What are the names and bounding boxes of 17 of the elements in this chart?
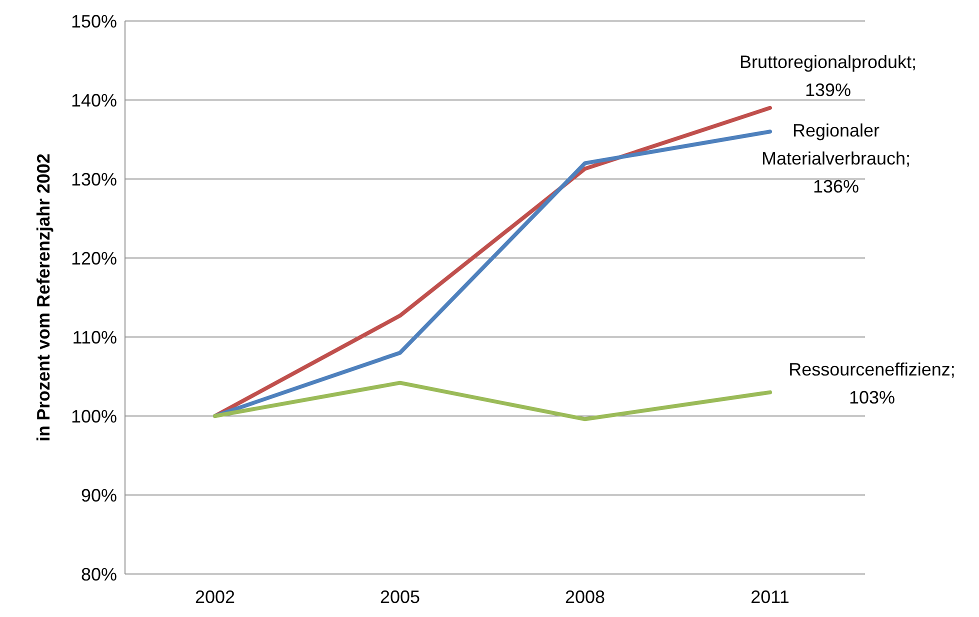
line-series xyxy=(213,380,772,422)
y-tick-label: 150% xyxy=(70,11,117,32)
y-tick-label: 80% xyxy=(80,564,117,584)
y-tick-label: 130% xyxy=(70,169,117,190)
x-tick-label: 2005 xyxy=(380,586,420,607)
y-tick-label: 110% xyxy=(72,327,117,348)
y-tick-label: 90% xyxy=(80,485,117,506)
y-tick-label: 100% xyxy=(70,406,117,426)
x-tick-label: 2008 xyxy=(564,586,606,607)
x-tick-label: 2002 xyxy=(194,586,236,607)
annotation: Ressourceneffizienz; 103% xyxy=(788,359,956,408)
y-tick-label: 140% xyxy=(70,90,117,110)
annotation: Bruttoregionalprodukt; 139% xyxy=(739,52,917,100)
annotation: Regionaler Materialverbrauch; 136% xyxy=(761,120,911,197)
y-tick-label: 120% xyxy=(70,248,117,268)
x-tick-label: 2011 xyxy=(750,586,790,607)
y-axis-title: in Prozent vom Referenzjahr 2002 xyxy=(33,153,54,442)
